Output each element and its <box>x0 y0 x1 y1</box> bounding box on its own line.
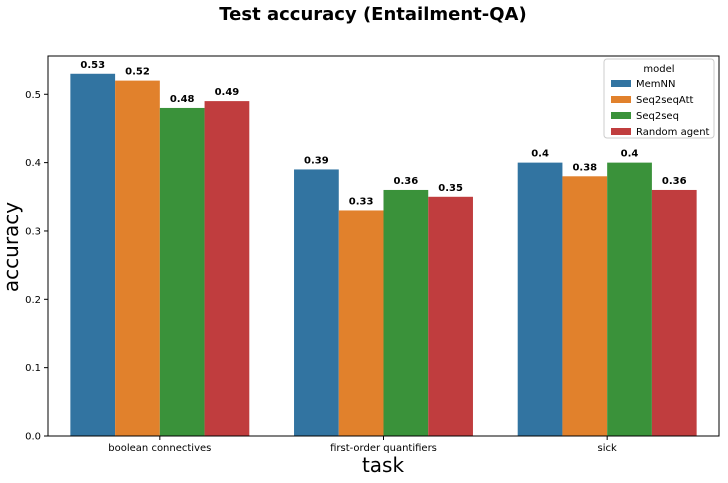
y-axis: 0.0 0.1 0.2 0.3 0.4 0.5 <box>25 90 48 443</box>
data-label: 0.36 <box>394 176 419 187</box>
legend-swatch <box>611 80 631 87</box>
data-label: 0.33 <box>349 196 374 207</box>
legend-swatch <box>611 96 631 103</box>
plot-frame <box>47 55 720 437</box>
bar <box>115 80 160 437</box>
x-tick-label: boolean connectives <box>108 443 211 454</box>
data-label: 0.36 <box>662 176 687 187</box>
legend-box <box>603 58 715 139</box>
data-label: 0.53 <box>80 60 105 71</box>
bar <box>383 189 429 436</box>
y-tick-label: 0.0 <box>25 432 41 443</box>
data-label: 0.49 <box>215 87 240 98</box>
bar <box>70 73 116 437</box>
y-tick-label: 0.1 <box>25 363 41 374</box>
legend-label: Seq2seqAtt <box>636 95 694 106</box>
chart-title: Test accuracy (Entailment-QA) <box>219 4 526 25</box>
data-labels-group: 0.53 0.52 0.48 0.49 0.39 0.33 0.36 0.35 0.4 0.38 0… <box>80 60 686 208</box>
bar <box>159 107 205 436</box>
bar <box>204 101 250 436</box>
x-axis-label: task <box>362 453 405 477</box>
data-label: 0.35 <box>438 183 463 194</box>
bar <box>517 162 563 436</box>
legend: model MemNN Seq2seqAtt Seq2seq Random agent <box>603 58 715 139</box>
y-tick-label: 0.5 <box>25 90 41 101</box>
bar <box>651 189 697 436</box>
x-tick-label: sick <box>598 443 617 454</box>
bar <box>607 162 652 436</box>
legend-label: Random agent <box>636 127 710 138</box>
y-tick-label: 0.3 <box>25 226 41 237</box>
legend-title: model <box>643 64 674 75</box>
data-label: 0.38 <box>572 162 597 173</box>
y-tick-label: 0.2 <box>25 295 41 306</box>
bar <box>428 196 473 436</box>
bar <box>338 210 384 436</box>
legend-label: MemNN <box>636 79 675 90</box>
legend-label: Seq2seq <box>636 111 679 122</box>
legend-swatch <box>611 112 631 119</box>
y-tick-label: 0.4 <box>25 158 41 169</box>
y-axis-label: accuracy <box>0 202 23 292</box>
legend-items: MemNN Seq2seqAtt Seq2seq Random agent <box>611 79 710 138</box>
data-label: 0.4 <box>531 149 549 160</box>
x-tick-label: first-order quantifiers <box>330 443 437 454</box>
x-axis: boolean connectives first-order quantifie… <box>108 436 617 454</box>
data-label: 0.48 <box>170 94 195 105</box>
data-label: 0.52 <box>125 67 150 78</box>
data-label: 0.4 <box>621 149 639 160</box>
data-label: 0.39 <box>304 155 329 166</box>
bars-group <box>70 73 697 437</box>
bar <box>562 176 608 436</box>
bar <box>294 169 339 436</box>
legend-swatch <box>611 128 631 135</box>
